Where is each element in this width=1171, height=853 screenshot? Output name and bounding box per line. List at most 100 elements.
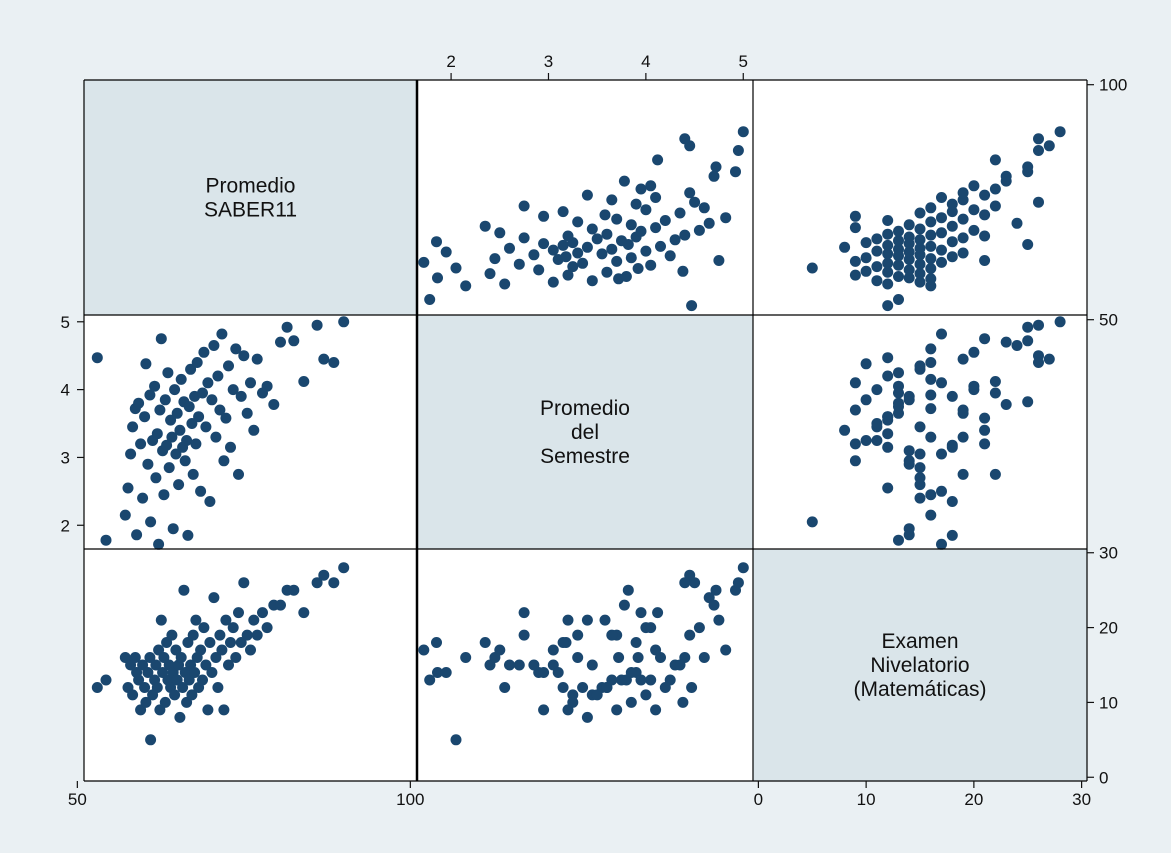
point-saber-vs-exam-76 — [989, 183, 1001, 195]
point-sem-vs-saber-9 — [135, 438, 147, 450]
point-saber-vs-exam-82 — [989, 154, 1001, 166]
point-saber-vs-sem-49 — [679, 229, 691, 241]
point-exam-vs-sem-74 — [581, 614, 593, 626]
point-saber-vs-sem-0 — [686, 300, 698, 312]
point-exam-vs-saber-62 — [216, 644, 228, 656]
point-exam-vs-sem-81 — [710, 584, 722, 596]
point-sem-vs-exam-41 — [860, 435, 872, 446]
point-exam-vs-saber-77 — [261, 622, 273, 634]
point-sem-vs-saber-81 — [288, 335, 300, 347]
point-exam-vs-sem-31 — [440, 667, 452, 678]
point-saber-vs-exam-45 — [871, 233, 883, 245]
point-exam-vs-saber-46 — [187, 629, 199, 641]
point-sem-vs-exam-63 — [849, 455, 861, 467]
point-sem-vs-saber-50 — [193, 411, 205, 423]
point-saber-vs-sem-75 — [684, 187, 696, 199]
point-sem-vs-exam-66 — [946, 441, 958, 453]
point-saber-vs-sem-34 — [606, 243, 618, 255]
point-saber-vs-sem-28 — [528, 249, 540, 261]
point-sem-vs-saber-43 — [183, 401, 195, 413]
point-exam-vs-saber-52 — [197, 674, 208, 686]
point-sem-vs-exam-68 — [925, 343, 937, 355]
tick-label-exam-right-2: 20 — [1099, 619, 1118, 638]
point-sem-vs-saber-74 — [248, 424, 260, 436]
point-saber-vs-exam-4 — [914, 276, 926, 288]
point-saber-vs-sem-58 — [703, 217, 715, 229]
point-exam-vs-sem-60 — [659, 682, 671, 693]
point-sem-vs-exam-72 — [957, 407, 969, 419]
point-sem-vs-exam-55 — [849, 377, 861, 389]
point-saber-vs-sem-14 — [632, 263, 644, 274]
point-saber-vs-sem-80 — [730, 166, 741, 178]
point-saber-vs-exam-1 — [893, 294, 904, 305]
point-exam-vs-sem-63 — [538, 704, 550, 716]
point-saber-vs-sem-36 — [581, 241, 593, 253]
diagonal-cell-sem-sem — [417, 315, 753, 549]
point-exam-vs-saber-12 — [140, 696, 152, 708]
point-sem-vs-exam-39 — [1022, 396, 1034, 408]
point-exam-vs-sem-35 — [504, 659, 515, 671]
point-saber-vs-exam-47 — [903, 231, 915, 243]
point-sem-vs-exam-48 — [979, 438, 991, 450]
point-sem-vs-exam-50 — [882, 411, 894, 423]
point-sem-vs-saber-45 — [186, 418, 198, 429]
point-exam-vs-saber-83 — [311, 577, 323, 589]
point-saber-vs-exam-10 — [914, 268, 926, 280]
point-sem-vs-exam-22 — [979, 333, 991, 345]
point-exam-vs-saber-85 — [328, 577, 340, 589]
point-sem-vs-exam-0 — [882, 352, 894, 364]
scatter-cell-exam-sem — [417, 549, 753, 781]
point-saber-vs-sem-78 — [618, 175, 630, 187]
point-exam-vs-saber-19 — [151, 682, 163, 693]
point-sem-vs-saber-3 — [122, 482, 134, 494]
point-sem-vs-exam-12 — [860, 358, 872, 370]
point-exam-vs-sem-19 — [577, 682, 589, 693]
tick-label-exam-bottom-3: 30 — [1072, 790, 1091, 809]
point-saber-vs-sem-19 — [577, 257, 589, 269]
point-exam-vs-saber-53 — [198, 622, 210, 634]
point-sem-vs-exam-6 — [925, 403, 937, 415]
point-exam-vs-sem-70 — [630, 637, 642, 648]
point-saber-vs-exam-39 — [1022, 239, 1034, 250]
point-sem-vs-exam-3 — [882, 482, 894, 494]
point-saber-vs-sem-73 — [650, 192, 662, 203]
point-sem-vs-exam-70 — [946, 390, 958, 402]
point-saber-vs-exam-74 — [979, 189, 991, 201]
point-saber-vs-exam-59 — [925, 216, 937, 228]
point-saber-vs-sem-13 — [533, 264, 545, 276]
tick-label-exam-bottom-0: 0 — [754, 790, 763, 809]
point-saber-vs-exam-51 — [936, 227, 947, 239]
point-sem-vs-exam-25 — [860, 394, 872, 406]
point-saber-vs-sem-1 — [424, 294, 436, 305]
point-saber-vs-sem-61 — [611, 213, 623, 225]
point-exam-vs-saber-70 — [235, 637, 247, 648]
point-saber-vs-exam-81 — [1022, 161, 1034, 173]
point-exam-vs-sem-62 — [720, 644, 732, 656]
point-exam-vs-sem-0 — [686, 682, 698, 693]
point-sem-vs-exam-73 — [936, 377, 947, 389]
point-exam-vs-saber-61 — [214, 629, 226, 641]
point-exam-vs-saber-14 — [144, 652, 156, 663]
point-sem-vs-saber-14 — [144, 389, 156, 401]
tick-label-exam-right-0: 0 — [1099, 768, 1108, 787]
point-saber-vs-exam-84 — [1043, 140, 1055, 152]
point-saber-vs-exam-7 — [903, 272, 915, 284]
point-sem-vs-saber-1 — [100, 534, 112, 546]
point-sem-vs-exam-16 — [871, 435, 883, 446]
point-saber-vs-exam-48 — [979, 230, 991, 242]
point-saber-vs-sem-54 — [586, 223, 598, 235]
point-sem-vs-saber-59 — [210, 431, 222, 443]
scatter-points — [91, 126, 1066, 746]
point-sem-vs-saber-44 — [185, 363, 197, 375]
point-saber-vs-exam-29 — [882, 248, 894, 260]
point-sem-vs-exam-51 — [936, 485, 947, 497]
point-exam-vs-sem-7 — [432, 667, 443, 678]
point-sem-vs-saber-69 — [233, 468, 244, 480]
tick-label-exam-bottom-2: 20 — [964, 790, 983, 809]
point-sem-vs-saber-49 — [191, 357, 203, 368]
point-exam-vs-sem-73 — [650, 644, 662, 656]
point-saber-vs-sem-38 — [557, 239, 569, 251]
tick-label-sem-top-2: 4 — [641, 52, 650, 71]
point-exam-vs-sem-21 — [611, 704, 623, 716]
